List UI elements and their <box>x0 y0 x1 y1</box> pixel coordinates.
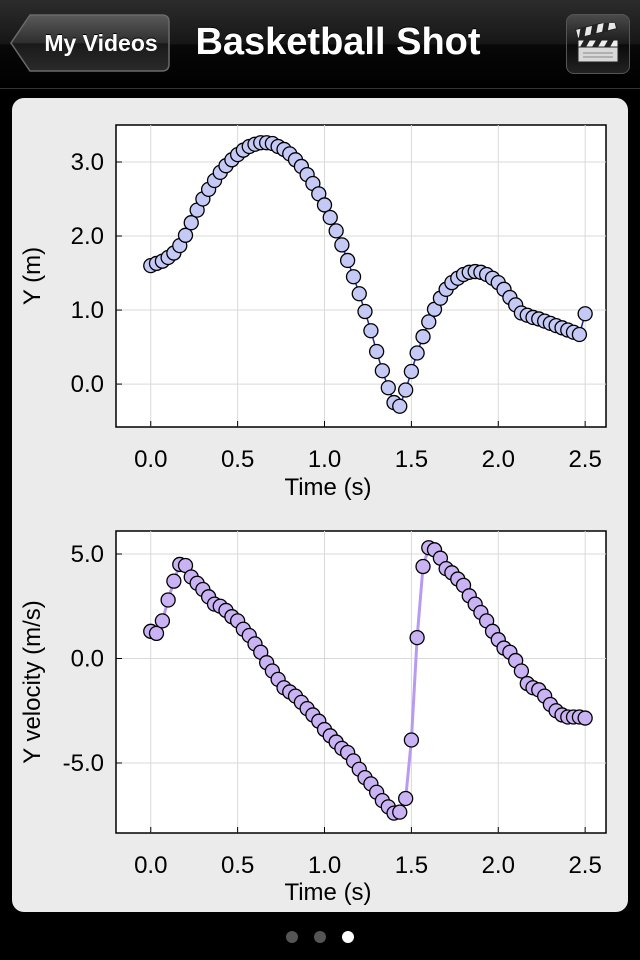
velocity-y-tick-label: 0.0 <box>71 645 104 672</box>
velocity-x-tick-label: 0.5 <box>221 852 254 879</box>
velocity-x-axis-label: Time (s) <box>284 879 371 906</box>
position-data-point <box>415 329 431 345</box>
velocity-data-point <box>415 558 431 575</box>
position-data-point <box>183 215 199 231</box>
navigation-bar: My Videos Basketball Shot <box>0 0 640 89</box>
position-data-point <box>403 363 420 380</box>
velocity-x-tick-label: 2.0 <box>482 852 515 879</box>
velocity-chart: 5.0 0.0 -5.0 0.0 0.5 1.0 1.5 2.0 2.5 Time (s) Y… <box>19 530 607 906</box>
position-x-tick-label: 1.5 <box>395 446 428 473</box>
position-data-point <box>322 209 338 226</box>
position-chart: 0.0 1.0 2.0 3.0 0.0 0.5 1.0 1.5 2.0 2.5 Time (s)… <box>19 124 607 501</box>
velocity-y-axis-label: Y velocity (m/s) <box>19 600 46 764</box>
velocity-x-tick-label: 1.5 <box>395 852 428 879</box>
velocity-x-tick-label: 2.5 <box>568 852 601 879</box>
position-data-point <box>409 345 425 361</box>
page-indicator[interactable] <box>0 928 640 948</box>
position-y-tick-label: 1.0 <box>71 297 104 324</box>
velocity-data-point <box>392 804 408 820</box>
position-data-point <box>368 343 385 360</box>
velocity-x-tick-label: 1.0 <box>308 852 341 879</box>
position-data-point <box>374 363 391 379</box>
position-data-point <box>339 252 356 269</box>
position-data-point <box>357 303 373 320</box>
velocity-data-point <box>513 663 530 679</box>
velocity-data-point <box>148 625 165 642</box>
back-button-shape <box>10 14 170 72</box>
position-y-tick-label: 3.0 <box>71 149 104 176</box>
velocity-data-point <box>403 732 420 748</box>
velocity-data-point <box>154 613 171 629</box>
velocity-data-point <box>166 573 182 589</box>
position-data-point <box>345 269 362 285</box>
position-x-tick-label: 1.0 <box>308 446 341 473</box>
position-data-point <box>177 227 194 243</box>
back-button-label: My Videos <box>44 30 158 56</box>
position-x-tick-label: 0.0 <box>134 446 167 473</box>
page-dot[interactable] <box>286 930 298 943</box>
position-data-point <box>577 306 593 322</box>
position-data-point <box>380 380 396 396</box>
position-x-tick-label: 2.0 <box>482 446 515 473</box>
velocity-y-tick-label: 5.0 <box>71 541 104 568</box>
graphs-svg: 0.0 1.0 2.0 3.0 0.0 0.5 1.0 1.5 2.0 2.5 Time (s)… <box>19 124 607 906</box>
position-x-tick-label: 2.5 <box>568 446 601 473</box>
position-data-point <box>351 286 367 302</box>
back-button[interactable]: My Videos <box>10 14 170 72</box>
position-data-point <box>334 237 350 253</box>
velocity-data-point <box>409 629 425 646</box>
velocity-data-point <box>398 790 414 807</box>
position-data-point <box>398 382 414 398</box>
clapperboard-button[interactable] <box>566 14 630 74</box>
clapperboard-icon <box>575 23 619 63</box>
position-data-point <box>363 323 379 339</box>
velocity-x-tick-label: 0.0 <box>134 852 167 879</box>
position-y-tick-label: 0.0 <box>71 371 104 398</box>
position-data-point <box>421 314 437 330</box>
position-x-axis-label: Time (s) <box>284 474 371 501</box>
position-y-tick-label: 2.0 <box>71 223 104 250</box>
page-dot[interactable] <box>342 930 354 943</box>
velocity-data-point <box>577 710 593 726</box>
position-y-axis-label: Y (m) <box>19 247 46 305</box>
position-data-point <box>392 398 408 414</box>
position-x-tick-label: 0.5 <box>221 446 254 473</box>
position-data-point <box>328 223 344 239</box>
page-title: Basketball Shot <box>195 21 481 63</box>
position-data-point <box>316 197 333 213</box>
velocity-data-point <box>160 592 176 608</box>
velocity-y-tick-label: -5.0 <box>63 750 104 777</box>
position-data-point <box>571 326 588 343</box>
graphs-panel: 0.0 1.0 2.0 3.0 0.0 0.5 1.0 1.5 2.0 2.5 Time (s)… <box>12 98 628 912</box>
page-dot[interactable] <box>314 930 326 943</box>
